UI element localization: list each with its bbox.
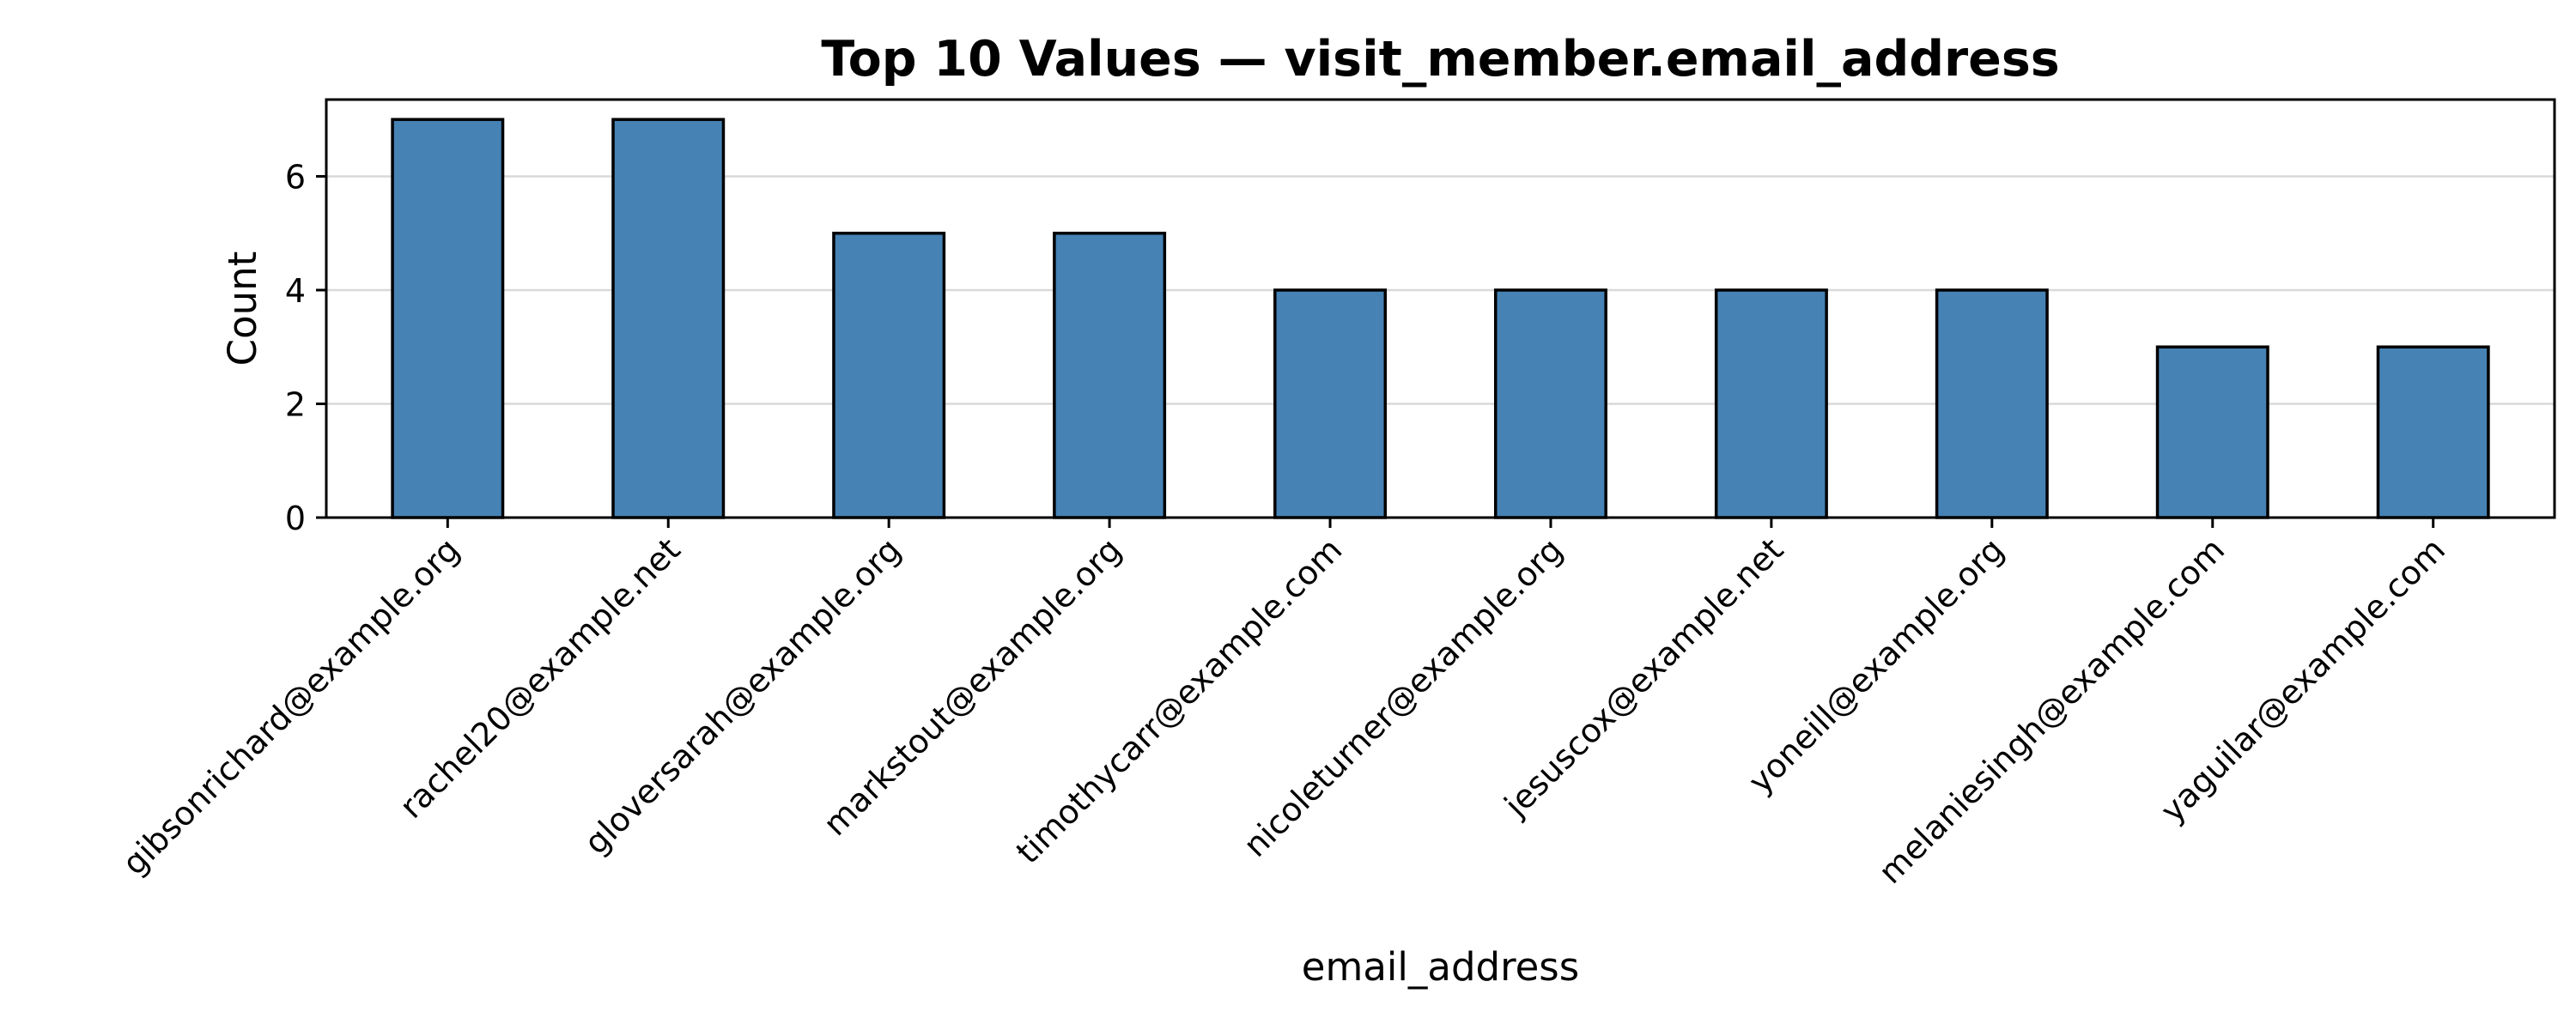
bars: [391, 118, 2490, 519]
bar: [1714, 288, 1828, 519]
y-tick-label: 6: [285, 158, 306, 196]
y-tick-label: 0: [285, 500, 306, 537]
bar: [1273, 288, 1388, 519]
x-tick-label: yoneill@example.org: [1741, 530, 2012, 801]
bar: [2376, 345, 2490, 519]
bar: [2155, 345, 2269, 519]
bar: [1053, 231, 1167, 519]
bar: [611, 118, 726, 519]
bar: [391, 118, 505, 519]
chart-title: Top 10 Values — visit_member.email_addre…: [821, 31, 2059, 88]
x-tick-label: gibsonrichard@example.org: [115, 530, 467, 882]
y-axis-label: Count: [220, 251, 265, 367]
bar: [1935, 288, 2049, 519]
x-axis-ticks: gibsonrichard@example.orgrachel20@exampl…: [115, 518, 2452, 891]
y-tick-label: 2: [285, 385, 306, 423]
x-tick-label: melaniesingh@example.com: [1871, 530, 2232, 891]
y-tick-label: 4: [285, 272, 306, 310]
bar: [832, 231, 946, 519]
y-axis-ticks: 0 2 4 6: [285, 158, 326, 537]
plot-frame: [325, 98, 2556, 519]
bar: [1493, 288, 1607, 519]
x-axis-label: email_address: [1302, 944, 1579, 990]
